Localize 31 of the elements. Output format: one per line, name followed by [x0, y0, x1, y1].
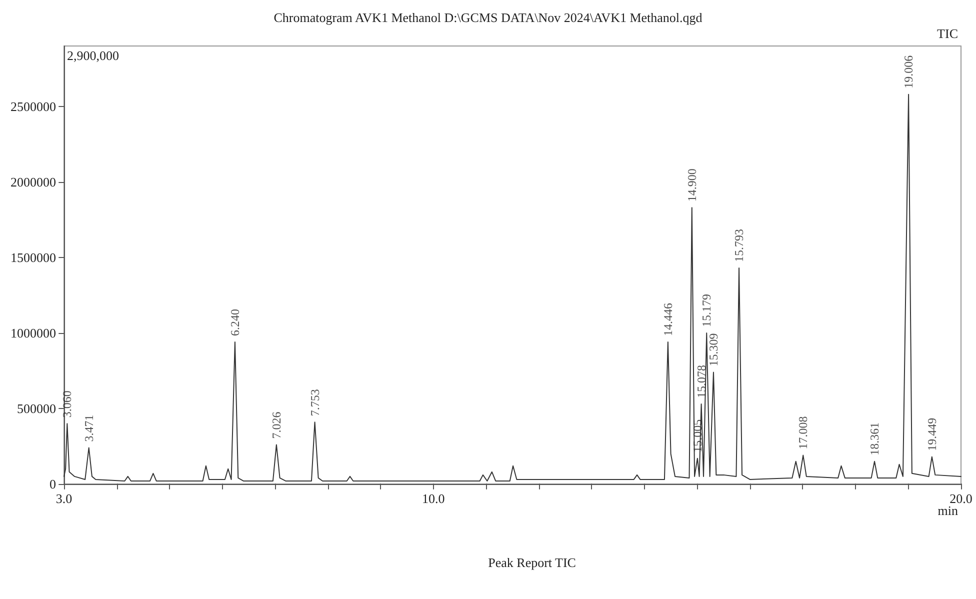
annotation: 7.753	[308, 389, 322, 416]
annotation: 3.060	[60, 390, 74, 418]
annotation: 14.900	[684, 168, 699, 202]
annotation: 18.361	[868, 422, 882, 456]
x-axis-title: min	[938, 503, 958, 518]
x-tick-label: 3.0	[56, 491, 72, 506]
y-tick-label: 2500000	[10, 98, 56, 114]
annotation: 15.005	[690, 419, 704, 452]
annotation: 7.026	[269, 412, 284, 439]
y-tick-label: 1500000	[10, 250, 56, 265]
annotation: 14.446	[660, 303, 675, 336]
annotation: 6.240	[228, 309, 242, 336]
line-series	[64, 94, 962, 482]
x-tick-label: 20.0	[950, 491, 972, 506]
y-tick-label: 500000	[17, 400, 56, 416]
annotation: 17.008	[796, 416, 810, 450]
chart-title: Chromatogram AVK1 Methanol D:\GCMS DATA\Nov 2024\AVK1 Methanol.qgd	[274, 10, 703, 25]
y-tick-label: 2000000	[10, 174, 56, 190]
annotation: 19.006	[902, 55, 916, 88]
annotation: 3.471	[82, 414, 96, 442]
annotation: 19.449	[924, 418, 939, 451]
x-tick-label: 10.0	[422, 491, 445, 506]
annotation: 15.793	[732, 229, 746, 262]
annotation: 15.078	[694, 364, 708, 398]
annotation: 2,900,000	[67, 48, 119, 63]
annotation: 15.309	[706, 333, 720, 366]
text: Peak Report TIC	[488, 555, 576, 570]
y-tick-label: 1000000	[10, 325, 56, 340]
annotation: 15.179	[700, 294, 714, 327]
text: TIC	[937, 26, 958, 41]
y-tick-label: 0	[50, 476, 56, 492]
